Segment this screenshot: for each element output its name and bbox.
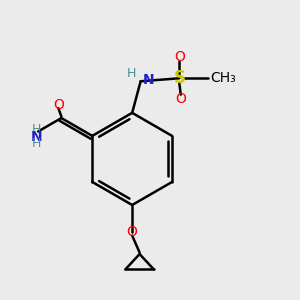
Text: N: N [31,130,43,144]
Text: CH₃: CH₃ [211,71,236,85]
Text: O: O [53,98,64,112]
Text: H: H [127,67,136,80]
Text: N: N [143,73,154,87]
Text: H: H [32,137,41,150]
Text: H: H [32,123,41,136]
Text: S: S [173,69,185,87]
Text: O: O [174,50,185,64]
Text: O: O [175,92,186,106]
Text: O: O [127,225,138,239]
